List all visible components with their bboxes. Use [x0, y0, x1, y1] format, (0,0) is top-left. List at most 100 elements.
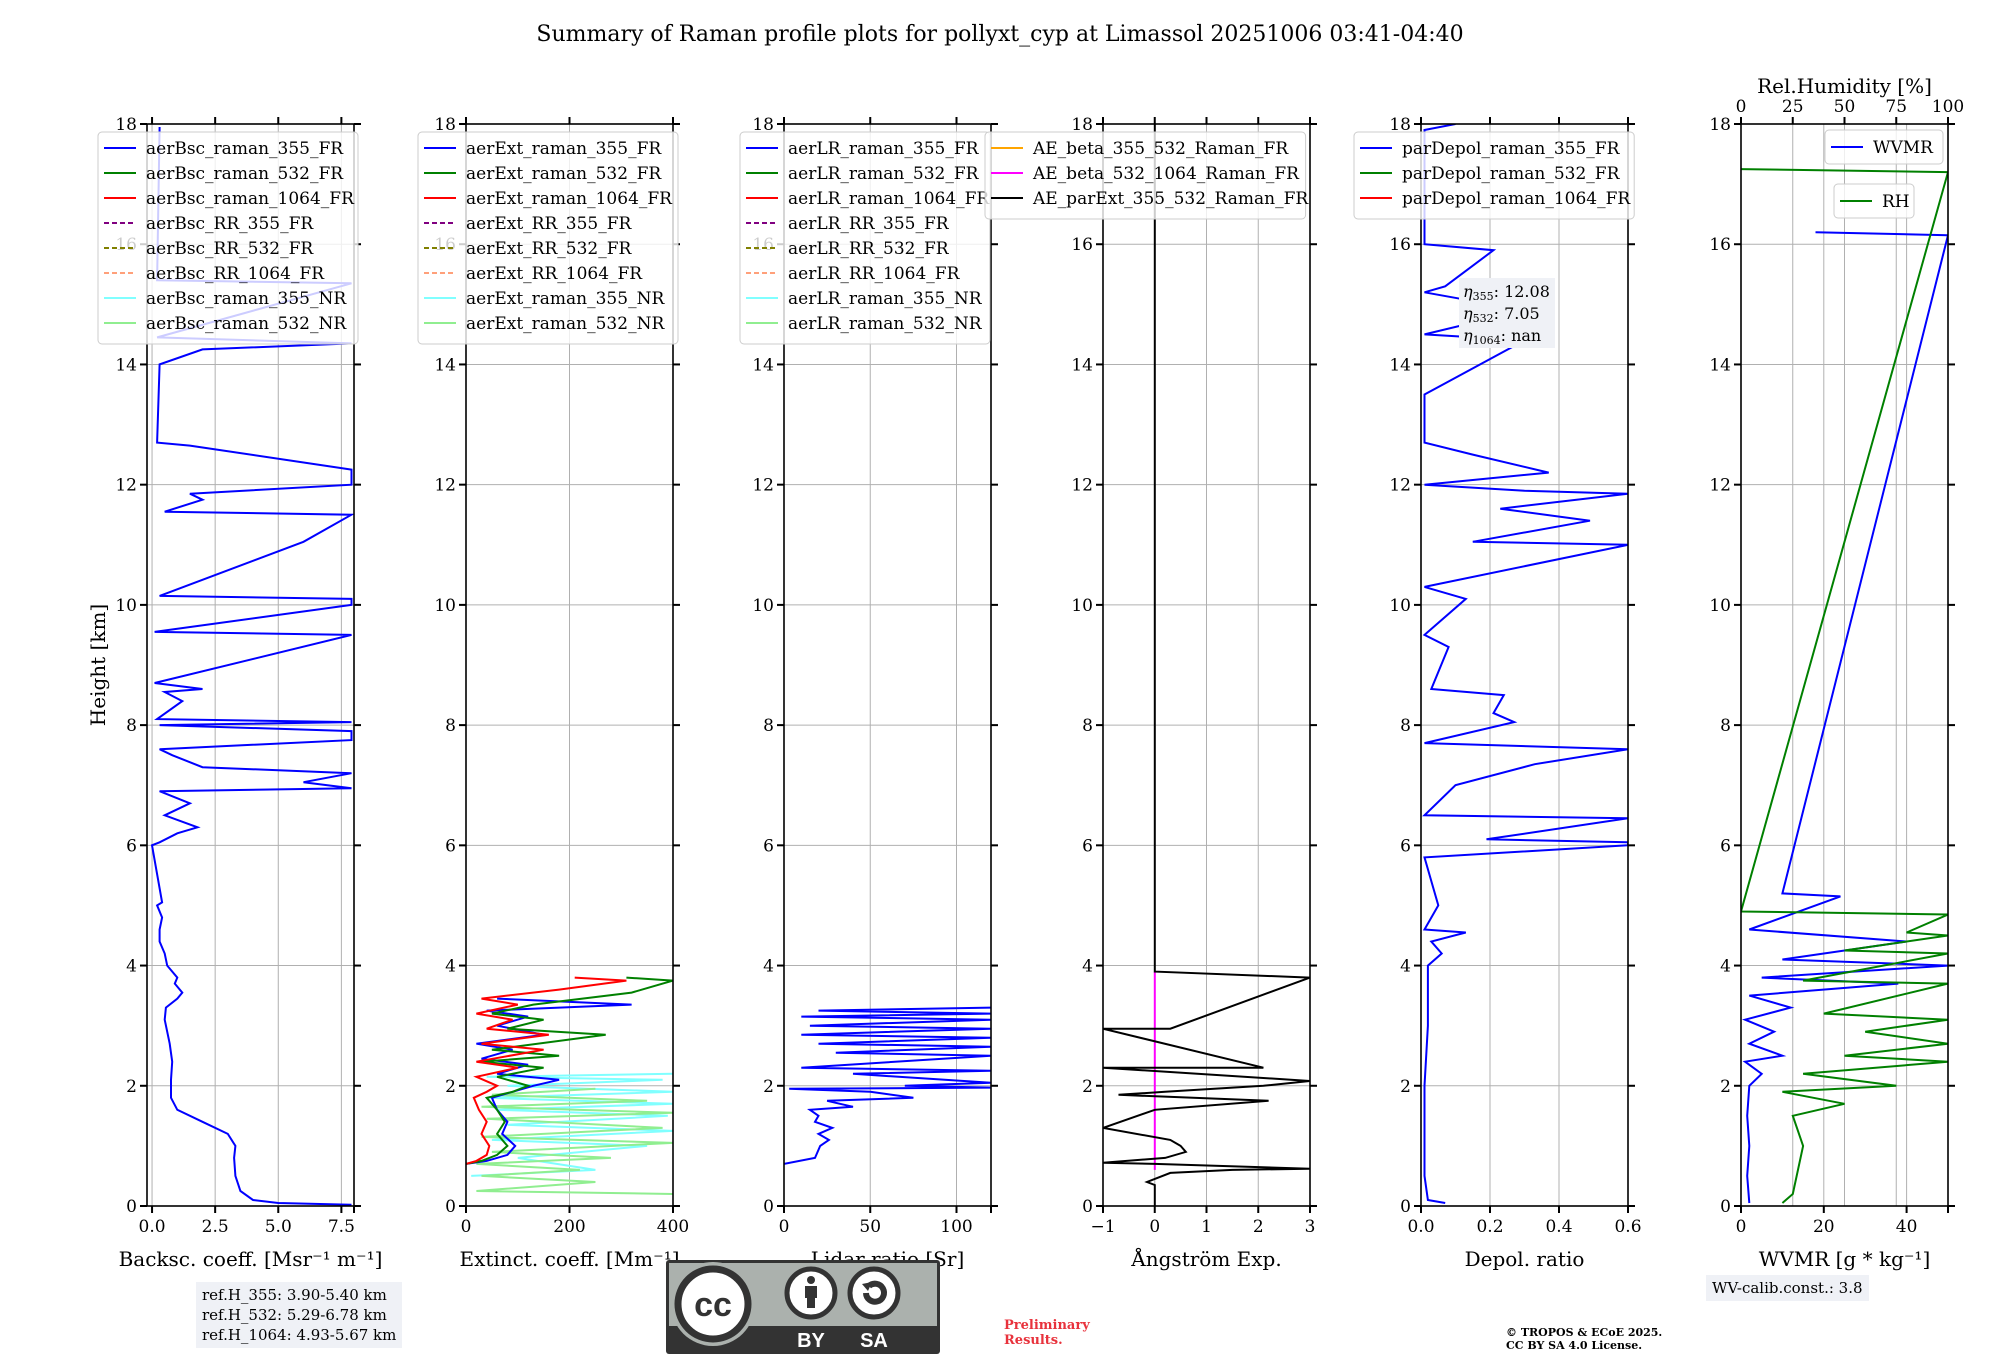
y-tick-label: 16 — [1071, 235, 1093, 255]
legend-box — [984, 131, 1307, 220]
x-tick-label: 100 — [940, 1217, 972, 1237]
legend-label: aerLR_raman_532_FR — [788, 164, 980, 184]
y-tick-label: 8 — [126, 716, 137, 736]
y-tick-label: 2 — [1082, 1077, 1093, 1097]
legend-label: aerExt_RR_355_FR — [466, 214, 632, 234]
x-tick-label: 0 — [461, 1217, 472, 1237]
top-x-tick-label: 25 — [1782, 97, 1804, 117]
y-tick-label: 12 — [1709, 476, 1731, 496]
by-label: BY — [797, 1330, 825, 1352]
y-tick-label: 0 — [445, 1197, 456, 1217]
x-tick-label: 20 — [1813, 1217, 1835, 1237]
x-axis-label: Backsc. coeff. [Msr⁻¹ m⁻¹] — [119, 1247, 383, 1271]
y-tick-label: 0 — [1720, 1197, 1731, 1217]
y-tick-label: 12 — [115, 476, 137, 496]
series-aerExt_raman_355_FR — [466, 997, 632, 1165]
series-WVMR — [1741, 231, 1948, 1204]
legend-label: AE_beta_355_532_Raman_FR — [1032, 139, 1289, 159]
y-tick-label: 6 — [126, 836, 137, 856]
wv-calibration-box: WV-calib.const.: 3.8 — [1706, 1275, 1869, 1301]
series-aerExt_raman_532_FR — [466, 976, 673, 1165]
series-aerExt_raman_532_NR — [476, 1087, 673, 1195]
eta-1064: η1064: nan — [1463, 326, 1541, 347]
legend: aerLR_raman_355_FR aerLR_raman_532_FR aerL… — [739, 131, 991, 345]
legend-label: aerExt_raman_1064_FR — [466, 189, 673, 209]
top-x-tick-label: 75 — [1885, 97, 1907, 117]
legend-box — [97, 131, 359, 345]
y-tick-label: 6 — [1400, 836, 1411, 856]
grid — [1102, 123, 1311, 1207]
legend-label: parDepol_raman_532_FR — [1402, 164, 1621, 184]
eta-355: η355: 12.08 — [1463, 282, 1550, 303]
y-tick-label: 4 — [126, 957, 137, 977]
legend-label: aerBsc_RR_355_FR — [146, 214, 314, 234]
legend-box — [1824, 129, 1944, 165]
panel-lidar_ratio: 024681012141618050100Lidar ratio [Sr]aer… — [739, 115, 998, 1271]
y-tick-label: 8 — [1720, 716, 1731, 736]
copyright-note: © TROPOS & ECoE 2025. CC BY SA 4.0 Licen… — [1506, 1326, 1662, 1352]
reference-heights-box: ref.H_355: 3.90-5.40 km ref.H_532: 5.29-… — [196, 1282, 403, 1348]
cc-by-sa-license-badge: cc BY SA — [666, 1260, 940, 1354]
y-tick-label: 8 — [445, 716, 456, 736]
y-tick-label: 10 — [115, 596, 137, 616]
legend-label: WVMR — [1873, 138, 1934, 158]
wv-calibration-text: WV-calib.const.: 3.8 — [1712, 1279, 1863, 1297]
legend-label: parDepol_raman_355_FR — [1402, 139, 1621, 159]
series-aerExt_raman_1064_FR — [466, 976, 627, 1165]
x-tick-label: 0.4 — [1545, 1217, 1572, 1237]
axes-frame — [146, 123, 355, 1207]
y-tick-label: 4 — [1720, 957, 1731, 977]
y-tick-label: 8 — [763, 716, 774, 736]
legend-label: aerBsc_raman_532_FR — [146, 164, 344, 184]
y-tick-label: 18 — [1389, 115, 1411, 135]
ref-height-532: ref.H_532: 5.29-6.78 km — [202, 1306, 387, 1324]
x-axis-label: Extinct. coeff. [Mm⁻¹] — [459, 1247, 679, 1271]
legend-label: aerExt_RR_532_FR — [466, 239, 632, 259]
legend: AE_beta_355_532_Raman_FR AE_beta_532_1064… — [984, 131, 1309, 220]
y-tick-label: 12 — [434, 476, 456, 496]
y-tick-label: 16 — [1709, 235, 1731, 255]
preliminary-results-note: Preliminary Results. — [1004, 1318, 1090, 1348]
y-tick-label: 12 — [752, 476, 774, 496]
axes-frame — [1420, 123, 1629, 1207]
x-axis-label: Depol. ratio — [1465, 1247, 1585, 1271]
preliminary-line-1: Preliminary — [1004, 1318, 1090, 1333]
y-tick-label: 18 — [115, 115, 137, 135]
y-tick-label: 0 — [1400, 1197, 1411, 1217]
data-series — [466, 976, 673, 1195]
x-tick-label: 0 — [1149, 1217, 1160, 1237]
legend-wvmr: WVMR — [1824, 129, 1944, 165]
series-RH — [1741, 168, 1948, 1204]
y-tick-label: 16 — [1389, 235, 1411, 255]
y-tick-label: 14 — [434, 355, 456, 375]
legend-label: aerExt_RR_1064_FR — [466, 264, 643, 284]
copyright-line-1: © TROPOS & ECoE 2025. — [1506, 1326, 1663, 1339]
x-tick-label: 1 — [1201, 1217, 1212, 1237]
preliminary-line-2: Results. — [1004, 1333, 1063, 1348]
legend-box — [739, 131, 991, 345]
y-tick-label: 8 — [1400, 716, 1411, 736]
legend: aerExt_raman_355_FR aerExt_raman_532_FRae… — [417, 131, 679, 345]
legend-box — [1353, 131, 1635, 220]
attribution-icon — [784, 1266, 838, 1320]
legend-label: parDepol_raman_1064_FR — [1402, 189, 1631, 209]
y-tick-label: 2 — [1720, 1077, 1731, 1097]
y-tick-label: 6 — [1082, 836, 1093, 856]
y-tick-label: 4 — [1082, 957, 1093, 977]
x-tick-label: 40 — [1896, 1217, 1918, 1237]
eta-532: η532: 7.05 — [1463, 304, 1540, 325]
y-tick-label: 10 — [1709, 596, 1731, 616]
legend-label: aerLR_raman_355_NR — [788, 289, 983, 309]
legend-label: aerLR_raman_1064_FR — [788, 189, 990, 209]
y-tick-label: 10 — [752, 596, 774, 616]
x-axis-label: WVMR [g * kg⁻¹] — [1759, 1247, 1931, 1271]
x-tick-label: 0 — [779, 1217, 790, 1237]
cc-label: cc — [694, 1286, 732, 1324]
y-tick-label: 4 — [763, 957, 774, 977]
y-tick-label: 10 — [1389, 596, 1411, 616]
ref-height-355: ref.H_355: 3.90-5.40 km — [202, 1286, 387, 1304]
y-tick-label: 14 — [1071, 355, 1093, 375]
y-tick-label: 2 — [126, 1077, 137, 1097]
